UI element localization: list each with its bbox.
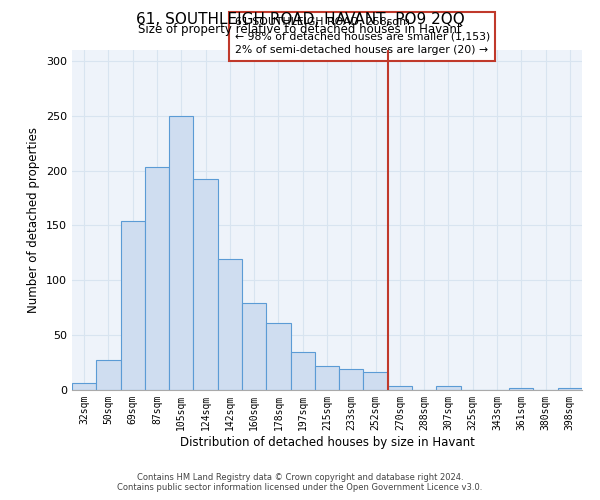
Text: Contains HM Land Registry data © Crown copyright and database right 2024.
Contai: Contains HM Land Registry data © Crown c… [118, 473, 482, 492]
Bar [169, 116, 193, 390]
Bar [388, 386, 412, 390]
Bar [558, 388, 582, 390]
Y-axis label: Number of detached properties: Number of detached properties [28, 127, 40, 313]
Text: 61 SOUTHLEIGH ROAD: 258sqm
← 98% of detached houses are smaller (1,153)
2% of se: 61 SOUTHLEIGH ROAD: 258sqm ← 98% of deta… [235, 18, 490, 56]
Bar [290, 352, 315, 390]
Bar [72, 384, 96, 390]
Bar [266, 323, 290, 390]
Bar [242, 304, 266, 390]
Text: 61, SOUTHLEIGH ROAD, HAVANT, PO9 2QQ: 61, SOUTHLEIGH ROAD, HAVANT, PO9 2QQ [136, 12, 464, 28]
Bar [96, 360, 121, 390]
Bar [145, 168, 169, 390]
X-axis label: Distribution of detached houses by size in Havant: Distribution of detached houses by size … [179, 436, 475, 448]
Text: Size of property relative to detached houses in Havant: Size of property relative to detached ho… [138, 22, 462, 36]
Bar [364, 372, 388, 390]
Bar [193, 180, 218, 390]
Bar [509, 388, 533, 390]
Bar [315, 366, 339, 390]
Bar [218, 260, 242, 390]
Bar [436, 386, 461, 390]
Bar [339, 369, 364, 390]
Bar [121, 221, 145, 390]
